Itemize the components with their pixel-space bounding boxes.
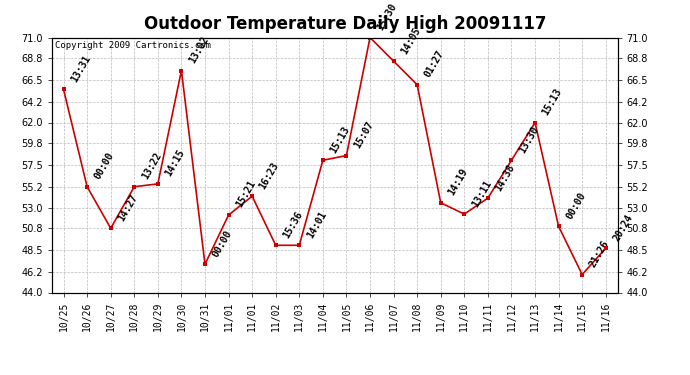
Text: 00:00: 00:00	[92, 151, 116, 181]
Text: 13:31: 13:31	[69, 54, 92, 84]
Text: 00:00: 00:00	[210, 228, 234, 259]
Text: 15:13: 15:13	[540, 87, 564, 117]
Text: 14:15: 14:15	[164, 148, 187, 178]
Text: 14:27: 14:27	[116, 192, 139, 223]
Text: 21:26: 21:26	[588, 238, 611, 269]
Text: 13:30: 13:30	[517, 124, 540, 155]
Text: 14:19: 14:19	[446, 167, 470, 197]
Text: 01:27: 01:27	[423, 49, 446, 79]
Text: Copyright 2009 Cartronics.com: Copyright 2009 Cartronics.com	[55, 41, 210, 50]
Text: 14:01: 14:01	[305, 209, 328, 240]
Text: 15:13: 15:13	[328, 124, 352, 155]
Text: 13:02: 13:02	[187, 34, 210, 65]
Text: 13:11: 13:11	[470, 178, 493, 209]
Text: 14:38: 14:38	[493, 162, 517, 192]
Text: 20:24: 20:24	[611, 212, 635, 243]
Text: 16:23: 16:23	[257, 160, 281, 190]
Text: 15:21: 15:21	[234, 179, 257, 210]
Text: 15:30: 15:30	[375, 2, 399, 32]
Text: 13:22: 13:22	[140, 151, 163, 181]
Text: Outdoor Temperature Daily High 20091117: Outdoor Temperature Daily High 20091117	[144, 15, 546, 33]
Text: 14:05: 14:05	[399, 25, 422, 56]
Text: 15:36: 15:36	[282, 209, 304, 240]
Text: 15:07: 15:07	[352, 120, 375, 150]
Text: 00:00: 00:00	[564, 190, 587, 221]
